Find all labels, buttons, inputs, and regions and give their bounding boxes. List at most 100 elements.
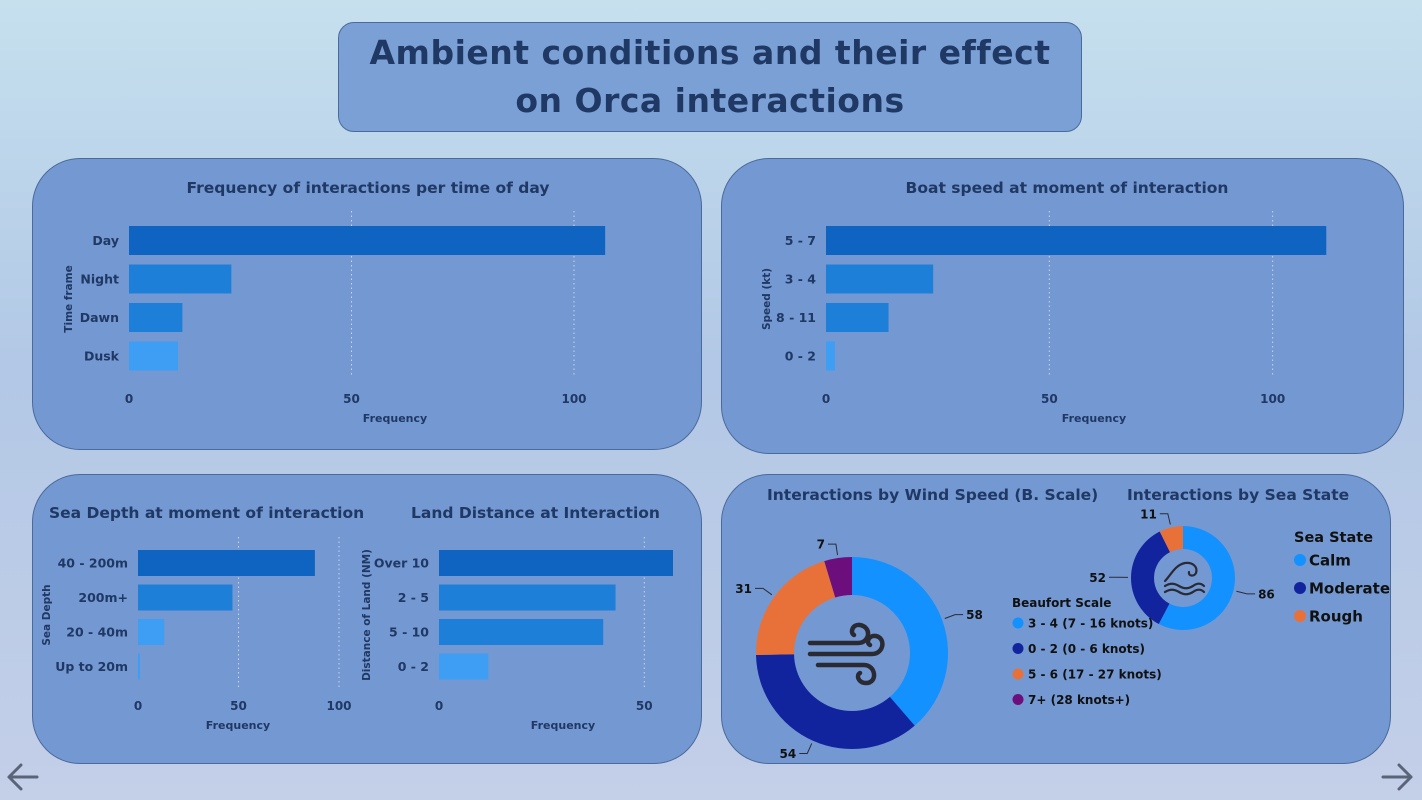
wind-speed-slice xyxy=(852,557,948,726)
sea-depth-tick-label: 0 xyxy=(134,699,142,713)
waves-icon-stroke xyxy=(1163,561,1198,583)
wind-speed-data-label: 31 xyxy=(735,582,752,596)
land-distance-bar xyxy=(439,550,673,576)
page-title-line-2: on Orca interactions xyxy=(515,81,905,120)
land-distance-category-label: Over 10 xyxy=(374,556,429,571)
arrow-left-icon[interactable] xyxy=(4,760,40,794)
boat-speed-category-label: 5 - 7 xyxy=(785,233,816,248)
boat-speed-bar xyxy=(826,264,934,294)
sea-depth-tick-label: 100 xyxy=(326,699,351,713)
page-title-line-1: Ambient conditions and their effect xyxy=(369,33,1051,72)
sea-depth-y-axis-label: Sea Depth xyxy=(41,584,53,645)
wind-speed-leader-line xyxy=(755,587,773,596)
wind-legend-title: Beaufort Scale xyxy=(1012,596,1111,610)
time-of-day-bar xyxy=(129,303,183,332)
wind-legend-marker xyxy=(1012,694,1024,705)
time-of-day-bar xyxy=(129,264,232,294)
sea-legend-label: Rough xyxy=(1309,608,1363,626)
time-of-day-tick-label: 50 xyxy=(343,392,360,406)
wind-speed-data-label: 54 xyxy=(780,747,797,761)
sea-state-leader-line xyxy=(1236,590,1256,595)
land-distance-tick-label: 50 xyxy=(636,699,653,713)
sea-state-slice xyxy=(1158,526,1235,630)
waves-icon-stroke xyxy=(1163,582,1206,590)
waves-icon xyxy=(1163,561,1206,596)
arrow-right-icon[interactable] xyxy=(1380,760,1416,794)
sea-legend-title: Sea State xyxy=(1294,530,1373,546)
boat-speed-tick-label: 0 xyxy=(822,392,830,406)
boat-speed-panel: Boat speed at moment of interaction 5 - 7… xyxy=(721,158,1404,454)
land-distance-bar xyxy=(439,584,616,611)
boat-speed-tick-label: 50 xyxy=(1041,392,1058,406)
sea-legend-label: Calm xyxy=(1309,552,1351,570)
boat-speed-bar xyxy=(826,341,835,371)
sea-depth-category-label: 40 - 200m xyxy=(58,556,128,571)
land-distance-x-axis-label: Frequency xyxy=(531,719,595,732)
wind-icon-stroke xyxy=(807,622,871,646)
wind-legend-label: 3 - 4 (7 - 16 knots) xyxy=(1028,617,1153,631)
sea-legend-marker xyxy=(1294,554,1306,566)
wind-speed-slice xyxy=(756,561,836,656)
waves-icon-stroke xyxy=(1163,588,1206,596)
wind-legend-label: 5 - 6 (17 - 27 knots) xyxy=(1028,668,1162,682)
land-distance-category-label: 2 - 5 xyxy=(398,590,429,605)
wind-speed-leader-line xyxy=(799,743,813,754)
sea-depth-category-label: Up to 20m xyxy=(55,659,128,674)
wind-legend-marker xyxy=(1012,617,1024,629)
boat-speed-y-axis-label: Speed (kt) xyxy=(761,268,773,330)
time-of-day-chart: Frequency of interactions per time of da… xyxy=(63,179,606,425)
sea-depth-title: Sea Depth at moment of interaction xyxy=(49,504,364,522)
land-distance-bar xyxy=(439,653,489,680)
sea-depth-x-axis-label: Frequency xyxy=(206,719,270,732)
sea-depth-category-label: 200m+ xyxy=(78,590,128,605)
land-distance-category-label: 5 - 10 xyxy=(389,625,429,640)
sea-state-data-label: 86 xyxy=(1258,587,1275,601)
wind-speed-slice xyxy=(824,557,852,598)
boat-speed-bar xyxy=(826,303,889,332)
land-distance-y-axis-label: Distance of Land (NM) xyxy=(361,549,373,681)
wind-speed-data-label: 7 xyxy=(817,538,825,552)
time-of-day-y-axis-label: Time frame xyxy=(63,265,75,332)
time-of-day-tick-label: 0 xyxy=(125,392,133,406)
time-of-day-category-label: Night xyxy=(80,272,119,287)
wind-legend-marker xyxy=(1012,643,1024,654)
sea-state-leader-line xyxy=(1159,513,1171,525)
sea-depth-bar xyxy=(138,653,141,680)
time-of-day-title: Frequency of interactions per time of da… xyxy=(187,179,550,197)
wind-icon-stroke xyxy=(815,662,877,686)
wind-speed-data-label: 58 xyxy=(966,608,983,622)
sea-depth-tick-label: 50 xyxy=(230,699,247,713)
boat-speed-category-label: 3 - 4 xyxy=(785,272,817,287)
land-distance-category-label: 0 - 2 xyxy=(398,659,429,674)
time-of-day-tick-label: 100 xyxy=(561,392,586,406)
sea-depth-bar xyxy=(138,619,165,645)
time-of-day-category-label: Day xyxy=(92,233,119,248)
wind-speed-title: Interactions by Wind Speed (B. Scale) xyxy=(767,486,1098,504)
time-of-day-category-label: Dawn xyxy=(80,310,119,325)
boat-speed-x-axis-label: Frequency xyxy=(1062,412,1126,425)
wind-icon xyxy=(807,622,885,686)
sea-state-slice xyxy=(1131,531,1171,625)
wind-sea-state-panel: Interactions by Wind Speed (B. Scale) Int… xyxy=(721,474,1391,764)
wind-legend-label: 7+ (28 knots+) xyxy=(1028,693,1130,707)
wind-speed-leader-line xyxy=(827,543,839,556)
time-of-day-bar xyxy=(129,341,178,371)
land-distance-bar xyxy=(439,619,604,645)
wind-speed-slice xyxy=(756,654,915,749)
sea-depth-bar xyxy=(138,584,233,611)
wind-legend-label: 0 - 2 (0 - 6 knots) xyxy=(1028,642,1145,656)
boat-speed-category-label: 0 - 2 xyxy=(785,349,816,364)
time-of-day-x-axis-label: Frequency xyxy=(363,412,427,425)
wind-speed-leader-line xyxy=(944,614,964,619)
depth-distance-charts: Sea Depth at moment of interaction 40 - 2… xyxy=(41,504,673,732)
time-of-day-panel: Frequency of interactions per time of da… xyxy=(32,158,702,450)
wind-icon-stroke xyxy=(807,633,885,657)
land-distance-tick-label: 0 xyxy=(435,699,443,713)
sea-state-slice xyxy=(1159,526,1183,553)
sea-state-data-label: 52 xyxy=(1089,571,1106,585)
boat-speed-category-label: 8 - 11 xyxy=(776,310,816,325)
time-of-day-category-label: Dusk xyxy=(84,349,120,364)
sea-legend-marker xyxy=(1294,582,1306,594)
sea-legend-marker xyxy=(1294,610,1306,622)
page-title: Ambient conditions and their effect on O… xyxy=(338,22,1082,132)
